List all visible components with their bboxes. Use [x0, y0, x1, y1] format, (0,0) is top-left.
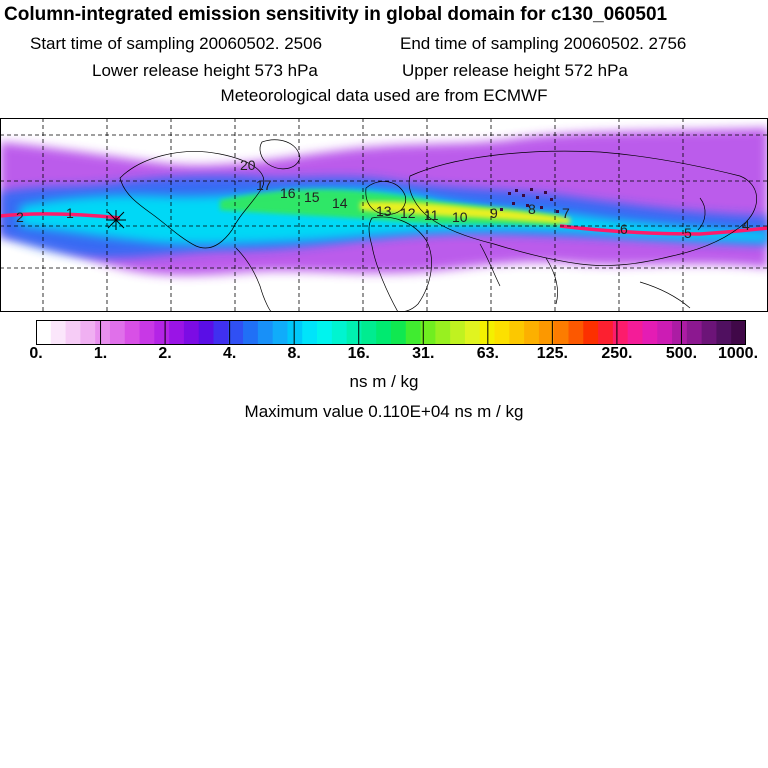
- colorbar-cell: [716, 320, 732, 345]
- colorbar-cell: [598, 320, 614, 345]
- colorbar-cell: [272, 320, 288, 345]
- colorbar-label: 4.: [222, 345, 237, 362]
- colorbar-cell: [139, 320, 155, 345]
- colorbar-label: 31.: [412, 345, 435, 362]
- day-label: 11: [424, 207, 439, 223]
- plot-title: Column-integrated emission sensitivity i…: [4, 4, 668, 25]
- end-time-label: End time of sampling 20060502. 2756: [400, 34, 687, 53]
- colorbar-cell: [672, 320, 688, 345]
- colorbar-cell: [391, 320, 407, 345]
- colorbar-cell: [243, 320, 259, 345]
- sensitivity-map: 2 1 20 17 16 15 14 13 12 11 10 9 8 7 6 5…: [0, 118, 768, 312]
- colorbar-cell: [65, 320, 81, 345]
- colorbar-cell: [464, 320, 481, 345]
- colorbar-cell: [183, 320, 200, 345]
- day-labels: 2 1 20 17 16 15 14 13 12 11 10 9 8 7 6 5…: [16, 157, 750, 241]
- day-label: 16: [280, 185, 296, 201]
- day-label: 14: [332, 195, 348, 211]
- colorbar-cell: [198, 320, 214, 345]
- colorbar-units: ns m / kg: [349, 372, 419, 391]
- colorbar-cell: [686, 320, 703, 345]
- colorbar-label: 125.: [536, 345, 568, 362]
- colorbar-cell: [731, 320, 746, 345]
- day-label: 4: [742, 217, 750, 233]
- colorbar-cell: [420, 320, 436, 345]
- day-label: 17: [256, 177, 272, 193]
- met-data-label: Meteorological data used are from ECMWF: [220, 86, 548, 105]
- colorbar-cell: [154, 320, 170, 345]
- colorbar-cell: [612, 320, 629, 345]
- colorbar-cell: [701, 320, 717, 345]
- colorbar-cell: [538, 320, 555, 345]
- release-point-marker: [106, 210, 126, 230]
- colorbar-cell: [169, 320, 185, 345]
- colorbar-cell: [642, 320, 658, 345]
- colorbar-cell: [553, 320, 569, 345]
- colorbar: [36, 320, 746, 345]
- upper-height-label: Upper release height 572 hPa: [402, 61, 628, 80]
- day-label: 2: [16, 209, 24, 225]
- colorbar-cell: [287, 320, 303, 345]
- day-label: 15: [304, 189, 320, 205]
- colorbar-cell: [228, 320, 244, 345]
- day-label: 10: [452, 209, 468, 225]
- colorbar-cell: [405, 320, 421, 345]
- colorbar-label: 63.: [476, 345, 499, 362]
- colorbar-cell: [361, 320, 377, 345]
- day-label: 7: [562, 205, 570, 221]
- colorbar-label: 16.: [347, 345, 370, 362]
- colorbar-cell: [302, 320, 318, 345]
- high-sensitivity-points: [500, 188, 559, 213]
- colorbar-cell: [95, 320, 111, 345]
- colorbar-label: 1.: [93, 345, 108, 362]
- colorbar-cell: [317, 320, 333, 345]
- colorbar-label: 8.: [287, 345, 301, 362]
- colorbar-label: 0.: [29, 345, 43, 362]
- colorbar-cell: [257, 320, 274, 345]
- graticule: [1, 119, 767, 311]
- day-label: 8: [528, 201, 536, 217]
- colorbar-cell: [435, 320, 451, 345]
- colorbar-label: 250.: [601, 345, 633, 362]
- colorbar-cell: [376, 320, 392, 345]
- colorbar-cell: [583, 320, 599, 345]
- start-time-label: Start time of sampling 20060502. 2506: [30, 34, 323, 53]
- day-label: 9: [490, 205, 498, 221]
- colorbar-cell: [568, 320, 584, 345]
- day-label: 13: [376, 203, 392, 219]
- colorbar-label: 2.: [158, 345, 172, 362]
- day-label: 20: [240, 157, 256, 173]
- colorbar-frame: [36, 320, 746, 345]
- colorbar-cell: [124, 320, 140, 345]
- colorbar-cell: [509, 320, 525, 345]
- colorbar-cell: [213, 320, 229, 345]
- day-label: 12: [400, 205, 416, 221]
- colorbar-cell: [109, 320, 126, 345]
- colorbar-cell: [36, 320, 52, 345]
- colorbar-label: 1000.: [717, 345, 759, 362]
- day-label: 5: [684, 225, 692, 241]
- colorbar-cell: [450, 320, 466, 345]
- plume-yellow: [360, 201, 570, 224]
- day-label: 6: [620, 221, 628, 237]
- colorbar-label: 500.: [665, 345, 698, 362]
- colorbar-cell: [627, 320, 643, 345]
- colorbar-cell: [80, 320, 96, 345]
- colorbar-cell: [346, 320, 362, 345]
- coastlines: [119, 139, 758, 311]
- colorbar-cell: [657, 320, 673, 345]
- colorbar-cell: [331, 320, 348, 345]
- colorbar-cell: [494, 320, 510, 345]
- maximum-value-label: Maximum value 0.110E+04 ns m / kg: [244, 402, 524, 421]
- day-label: 1: [66, 205, 74, 221]
- colorbar-cell: [524, 320, 540, 345]
- colorbar-cell: [50, 320, 66, 345]
- lower-height-label: Lower release height 573 hPa: [92, 61, 318, 80]
